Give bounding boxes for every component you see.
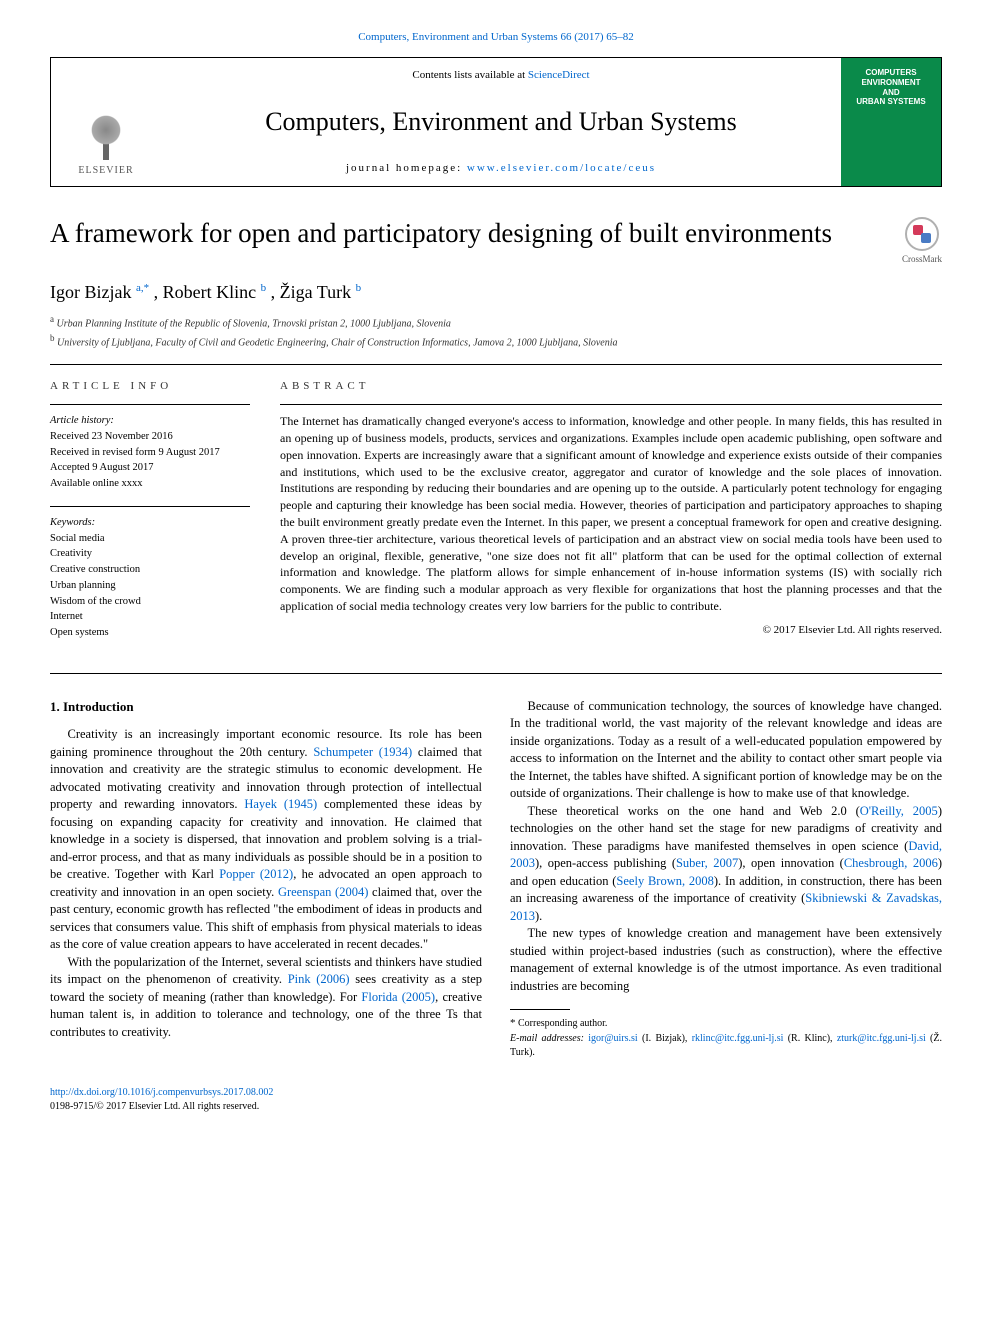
cover-line1: COMPUTERS	[865, 68, 916, 77]
crossmark-icon	[905, 217, 939, 251]
homepage-prefix: journal homepage:	[346, 162, 467, 174]
ref-popper[interactable]: Popper (2012)	[219, 867, 293, 881]
history-revised: Received in revised form 9 August 2017	[50, 445, 250, 461]
keyword: Open systems	[50, 625, 250, 641]
email-klinc[interactable]: rklinc@itc.fgg.uni-lj.si	[692, 1033, 784, 1044]
abstract-copyright: © 2017 Elsevier Ltd. All rights reserved…	[280, 623, 942, 638]
page-footer: http://dx.doi.org/10.1016/j.compenvurbsy…	[50, 1086, 942, 1114]
history-online: Available online xxxx	[50, 476, 250, 492]
title-row: A framework for open and participatory d…	[50, 217, 942, 266]
email-turk[interactable]: zturk@itc.fgg.uni-lj.si	[837, 1033, 926, 1044]
affiliation-a: a Urban Planning Institute of the Republ…	[50, 313, 942, 331]
homepage-link[interactable]: www.elsevier.com/locate/ceus	[467, 162, 656, 174]
publisher-name: ELSEVIER	[78, 164, 133, 178]
info-rule-2	[50, 506, 250, 507]
article-info-heading: ARTICLE INFO	[50, 379, 250, 394]
affiliation-b-text: University of Ljubljana, Faculty of Civi…	[57, 337, 618, 348]
body-columns: 1. Introduction Creativity is an increas…	[50, 698, 942, 1060]
affiliations: a Urban Planning Institute of the Republ…	[50, 313, 942, 350]
article-history: Article history: Received 23 November 20…	[50, 413, 250, 492]
intro-p1: Creativity is an increasingly important …	[50, 726, 482, 954]
corresponding-author-note: * Corresponding author.	[510, 1016, 942, 1031]
journal-name: Computers, Environment and Urban Systems	[175, 104, 827, 140]
ref-chesbrough[interactable]: Chesbrough, 2006	[844, 856, 938, 870]
intro-p4: These theoretical works on the one hand …	[510, 803, 942, 926]
info-rule-1	[50, 404, 250, 405]
p4-text-c: ), open-access publishing (	[535, 856, 676, 870]
ref-schumpeter[interactable]: Schumpeter (1934)	[313, 745, 412, 759]
keyword: Internet	[50, 609, 250, 625]
banner-center: Contents lists available at ScienceDirec…	[161, 58, 841, 186]
article-info: ARTICLE INFO Article history: Received 2…	[50, 379, 250, 655]
crossmark-badge[interactable]: CrossMark	[902, 217, 942, 266]
rule-bottom	[50, 673, 942, 674]
info-abstract-row: ARTICLE INFO Article history: Received 2…	[50, 365, 942, 673]
keyword: Creativity	[50, 546, 250, 562]
sciencedirect-link[interactable]: ScienceDirect	[528, 69, 590, 81]
affiliation-a-text: Urban Planning Institute of the Republic…	[57, 319, 451, 330]
email-bizjak[interactable]: igor@uirs.si	[588, 1033, 638, 1044]
contents-line: Contents lists available at ScienceDirec…	[175, 68, 827, 83]
corr-text: Corresponding author.	[518, 1018, 607, 1029]
affiliation-b: b University of Ljubljana, Faculty of Ci…	[50, 332, 942, 350]
abs-rule	[280, 404, 942, 405]
author-list: Igor Bizjak a,* , Robert Klinc b , Žiga …	[50, 280, 942, 305]
keyword: Urban planning	[50, 578, 250, 594]
author-2-aff[interactable]: b	[261, 282, 267, 294]
author-3: , Žiga Turk	[271, 282, 356, 302]
author-1: Igor Bizjak	[50, 282, 136, 302]
ref-oreilly[interactable]: O'Reilly, 2005	[860, 804, 938, 818]
intro-p3: Because of communication technology, the…	[510, 698, 942, 803]
ref-florida[interactable]: Florida (2005)	[361, 990, 435, 1004]
keyword: Social media	[50, 531, 250, 547]
issn-copyright: 0198-9715/© 2017 Elsevier Ltd. All right…	[50, 1100, 942, 1114]
cover-line4: URBAN SYSTEMS	[856, 97, 925, 106]
author-1-aff[interactable]: a,*	[136, 282, 149, 294]
cover-line3: AND	[882, 88, 899, 97]
history-accepted: Accepted 9 August 2017	[50, 460, 250, 476]
intro-p2: With the popularization of the Internet,…	[50, 954, 482, 1042]
citation-header: Computers, Environment and Urban Systems…	[50, 30, 942, 45]
publisher-logo-block: ELSEVIER	[51, 58, 161, 186]
abstract-heading: ABSTRACT	[280, 379, 942, 394]
email-who-2: (R. Klinc),	[783, 1033, 836, 1044]
elsevier-tree-icon	[71, 90, 141, 160]
footnote-block: * Corresponding author. E-mail addresses…	[510, 1009, 942, 1059]
email-label: E-mail addresses:	[510, 1033, 588, 1044]
author-3-aff[interactable]: b	[356, 282, 362, 294]
contents-prefix: Contents lists available at	[412, 69, 527, 81]
abstract-text: The Internet has dramatically changed ev…	[280, 413, 942, 615]
ref-seelybrown[interactable]: Seely Brown, 2008	[616, 874, 713, 888]
homepage-line: journal homepage: www.elsevier.com/locat…	[175, 161, 827, 176]
ref-suber[interactable]: Suber, 2007	[676, 856, 738, 870]
email-who-1: (I. Bizjak),	[638, 1033, 692, 1044]
author-2: , Robert Klinc	[154, 282, 261, 302]
doi-link[interactable]: http://dx.doi.org/10.1016/j.compenvurbsy…	[50, 1087, 273, 1098]
journal-cover: COMPUTERS ENVIRONMENT AND URBAN SYSTEMS	[841, 58, 941, 186]
history-received: Received 23 November 2016	[50, 429, 250, 445]
ref-pink[interactable]: Pink (2006)	[288, 972, 350, 986]
cover-title: COMPUTERS ENVIRONMENT AND URBAN SYSTEMS	[856, 68, 925, 106]
keywords-label: Keywords:	[50, 515, 250, 531]
keyword: Creative construction	[50, 562, 250, 578]
ref-greenspan[interactable]: Greenspan (2004)	[278, 885, 368, 899]
footnotes: * Corresponding author. E-mail addresses…	[510, 1016, 942, 1059]
email-addresses: E-mail addresses: igor@uirs.si (I. Bizja…	[510, 1032, 942, 1060]
ref-hayek[interactable]: Hayek (1945)	[244, 797, 317, 811]
p4-text-a: These theoretical works on the one hand …	[528, 804, 860, 818]
article-title: A framework for open and participatory d…	[50, 217, 884, 251]
intro-p5: The new types of knowledge creation and …	[510, 925, 942, 995]
history-label: Article history:	[50, 413, 250, 429]
keyword: Wisdom of the crowd	[50, 594, 250, 610]
abstract-column: ABSTRACT The Internet has dramatically c…	[280, 379, 942, 655]
crossmark-label: CrossMark	[902, 253, 942, 266]
journal-banner: ELSEVIER Contents lists available at Sci…	[50, 57, 942, 187]
p4-text-g: ).	[535, 909, 542, 923]
footnote-separator	[510, 1009, 570, 1010]
cover-line2: ENVIRONMENT	[861, 78, 920, 87]
p4-text-d: ), open innovation (	[738, 856, 844, 870]
citation-link[interactable]: Computers, Environment and Urban Systems…	[358, 31, 634, 43]
keywords-block: Keywords: Social media Creativity Creati…	[50, 515, 250, 641]
section-1-heading: 1. Introduction	[50, 698, 482, 716]
